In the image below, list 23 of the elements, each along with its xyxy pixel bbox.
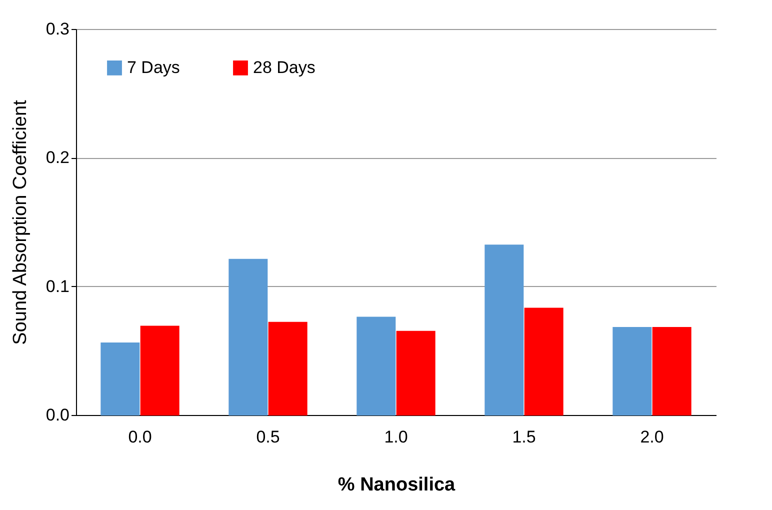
legend-label: 7 Days: [127, 58, 180, 77]
y-axis-title: Sound Absorption Coefficient: [10, 99, 31, 345]
x-tick-label: 1.5: [512, 428, 536, 446]
x-axis-title: % Nanosilica: [338, 474, 456, 496]
legend-label: 28 Days: [253, 58, 316, 77]
x-tick-label: 0.0: [128, 428, 152, 446]
bar: [268, 322, 308, 416]
bar: [524, 308, 564, 416]
bar: [140, 326, 180, 416]
y-tick-label: 0.2: [46, 148, 70, 168]
y-tick-label: 0.0: [46, 406, 70, 424]
x-tick-label: 1.0: [384, 428, 408, 446]
x-tick-label: 0.5: [256, 428, 280, 446]
bar: [652, 327, 692, 416]
x-tick-label: 2.0: [640, 428, 664, 446]
bar: [484, 244, 524, 416]
bar: [100, 342, 140, 416]
y-tick-label: 0.3: [46, 20, 70, 38]
bar: [228, 258, 268, 416]
bar: [356, 316, 396, 416]
bar: [612, 327, 652, 416]
y-tick-label: 0.1: [46, 276, 70, 296]
bar: [396, 330, 436, 416]
